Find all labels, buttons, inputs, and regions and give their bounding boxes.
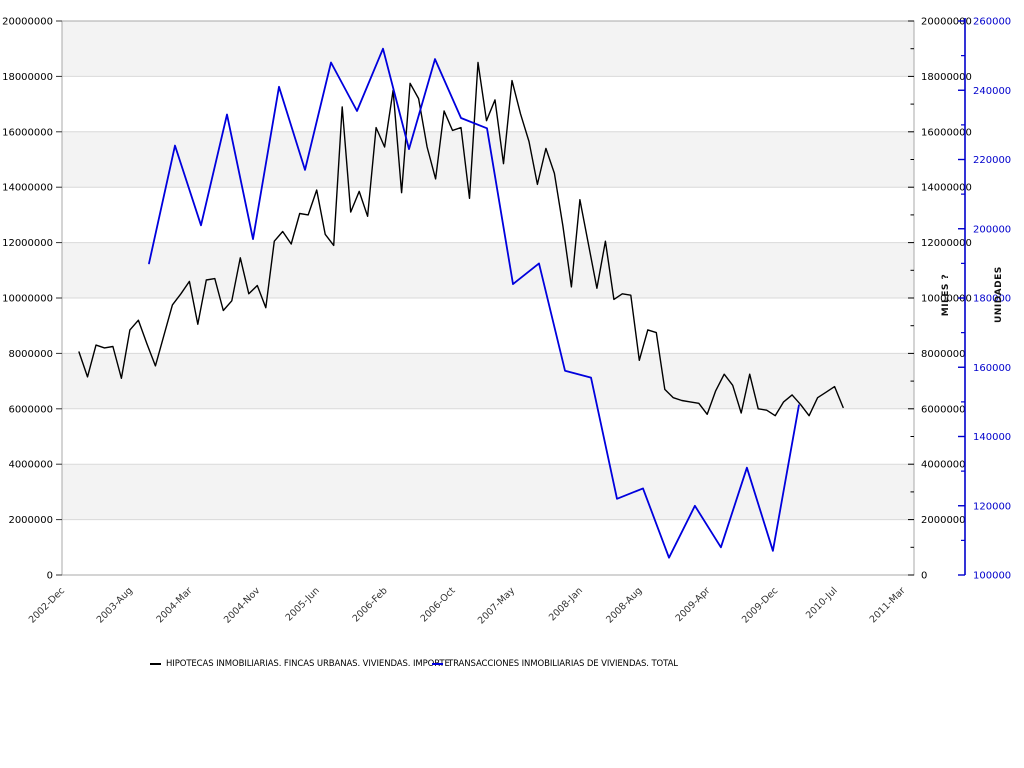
plot-band — [62, 519, 914, 575]
x-axis-tick-label: 2009-Apr — [674, 585, 713, 624]
left-axis-tick-label: 14000000 — [2, 183, 53, 194]
x-axis-tick-label: 2004-Nov — [222, 585, 263, 626]
x-axis-tick-label: 2002-Dec — [27, 585, 67, 625]
x-axis-tick-label: 2006-Oct — [419, 585, 458, 624]
plot-band — [62, 131, 914, 188]
unidades-axis-tick-label: 140000 — [973, 432, 1011, 443]
unidades-axis-tick-label: 220000 — [973, 155, 1011, 166]
x-axis-tick-label: 2008-Jan — [547, 585, 585, 623]
unidades-axis-tick-label: 120000 — [973, 501, 1011, 512]
left-axis-tick-label: 18000000 — [2, 72, 53, 83]
unidades-axis-tick-label: 160000 — [973, 363, 1011, 374]
legend-swatch-black-line — [150, 662, 161, 666]
left-axis-tick-label: 10000000 — [2, 294, 53, 305]
plot-band — [62, 76, 914, 132]
right-axis-title-unidades: UNIDADES — [994, 266, 1004, 323]
plot-band — [62, 464, 914, 520]
right-axis-tick-label: 6000000 — [921, 404, 966, 415]
unidades-axis-tick-label: 240000 — [973, 86, 1011, 97]
right-axis-tick-label: 2000000 — [921, 515, 966, 526]
plot-band — [62, 21, 914, 77]
unidades-axis-tick-label: 260000 — [973, 17, 1011, 28]
x-axis-tick-label: 2010-Jul — [804, 585, 840, 621]
right-axis-tick-label: 18000000 — [921, 72, 972, 83]
x-axis-tick-label: 2003-Aug — [95, 585, 135, 625]
right-axis-tick-label: 12000000 — [921, 238, 972, 249]
unidades-axis-tick-label: 100000 — [973, 571, 1011, 582]
x-axis-tick-label: 2008-Aug — [604, 585, 644, 625]
legend: HIPOTECAS INMOBILIARIAS. FINCAS URBANAS.… — [0, 656, 1024, 674]
right-axis-tick-label: 16000000 — [921, 127, 972, 138]
x-axis-tick-label: 2009-Dec — [740, 585, 780, 625]
unidades-axis-tick-label: 180000 — [973, 294, 1011, 305]
series-line-hipotecas — [78, 61, 844, 417]
legend-swatch-blue-line — [432, 662, 443, 666]
x-axis-tick-label: 2005-Jun — [284, 585, 322, 623]
left-axis-tick-label: 20000000 — [2, 17, 53, 28]
plot-band — [62, 408, 914, 465]
right-axis-tick-label: 4000000 — [921, 460, 966, 471]
left-axis-tick-label: 16000000 — [2, 127, 53, 138]
right-axis-tick-label: 14000000 — [921, 183, 972, 194]
left-axis-tick-label: 6000000 — [8, 404, 53, 415]
right-axis-tick-label: 20000000 — [921, 17, 972, 28]
plot-band — [62, 242, 914, 298]
legend-label-transacciones: TRANSACCIONES INMOBILIARIAS DE VIVIENDAS… — [448, 659, 678, 669]
plot-band — [62, 298, 914, 354]
left-axis-tick-label: 12000000 — [2, 238, 53, 249]
series-line-transacciones — [148, 47, 800, 559]
x-axis-tick-label: 2004-Mar — [154, 585, 194, 625]
x-axis-tick-label: 2006-Feb — [351, 585, 390, 624]
plot-band — [62, 187, 914, 243]
left-axis-tick-label: 8000000 — [8, 349, 53, 360]
plot-band — [62, 353, 914, 409]
right-axis-tick-label: 8000000 — [921, 349, 966, 360]
legend-label-hipotecas: HIPOTECAS INMOBILIARIAS. FINCAS URBANAS.… — [166, 659, 450, 669]
legend-item-transacciones: TRANSACCIONES INMOBILIARIAS DE VIVIENDAS… — [432, 659, 678, 669]
right-axis-title-miles: MILES ? — [941, 273, 951, 317]
right-axis-tick-label: 0 — [921, 571, 927, 582]
left-axis-tick-label: 4000000 — [8, 460, 53, 471]
legend-item-hipotecas: HIPOTECAS INMOBILIARIAS. FINCAS URBANAS.… — [150, 659, 450, 669]
left-axis-tick-label: 2000000 — [8, 515, 53, 526]
unidades-axis-tick-label: 200000 — [973, 224, 1011, 235]
x-axis-tick-label: 2011-Mar — [868, 585, 908, 625]
right-axis-tick-label: 10000000 — [921, 294, 972, 305]
left-axis-tick-label: 0 — [47, 571, 53, 582]
x-axis-tick-label: 2007-May — [476, 585, 517, 626]
